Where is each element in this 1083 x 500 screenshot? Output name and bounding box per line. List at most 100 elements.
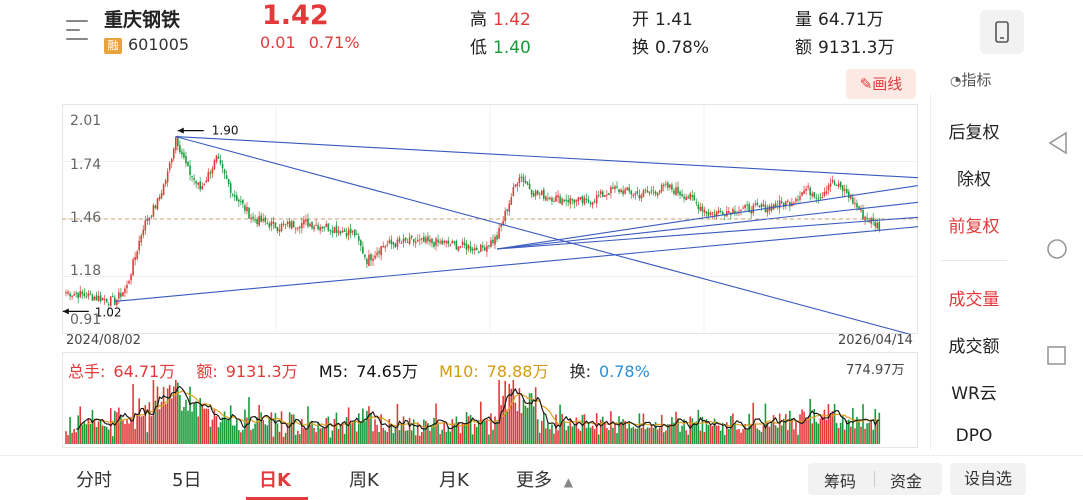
candle-body (380, 246, 382, 256)
volume-bar (848, 419, 850, 444)
volume-bar (242, 429, 244, 444)
candle-body (479, 244, 482, 252)
candle-body (459, 246, 462, 248)
volume-bar (97, 421, 100, 444)
volume-bar (162, 386, 165, 444)
tab-daily-k[interactable]: 日K (259, 470, 291, 491)
fund-flow-button[interactable]: 资金 (890, 472, 923, 491)
side-item-amount[interactable]: 成交额 (948, 337, 1000, 357)
side-item-volume[interactable]: 成交量 (948, 290, 1000, 310)
candle-body (402, 238, 405, 243)
volume-bar (563, 420, 565, 444)
candle-body (191, 175, 193, 178)
volume-bar (632, 426, 635, 444)
vol-turnover-label: 换: (569, 362, 591, 381)
volume-bar (477, 420, 480, 444)
volume-bar (447, 426, 450, 444)
volume-bar (811, 423, 814, 444)
volume-bar (784, 414, 787, 444)
candle-body (89, 293, 92, 295)
volume-bar (140, 416, 143, 444)
volume-bar (703, 431, 706, 444)
volume-bar (425, 420, 427, 444)
volume-bar (711, 425, 714, 444)
candle-body (256, 219, 258, 225)
volume-bar (512, 380, 515, 444)
candle-body (258, 216, 260, 226)
candle-body (862, 209, 864, 219)
high-label: 高 (470, 10, 487, 30)
tab-intraday[interactable]: 分时 (76, 470, 112, 491)
volume-bar (730, 415, 732, 444)
volume-bar (443, 421, 445, 444)
volume-bar (860, 426, 862, 444)
volume-bar (601, 416, 604, 444)
tab-5day[interactable]: 5日 (172, 470, 202, 491)
candle-body (691, 195, 694, 197)
kline-chart[interactable]: 1.90 1.02 (62, 104, 918, 334)
candle-body (805, 188, 807, 191)
volume-bar (650, 425, 653, 444)
chip-distribution-button[interactable]: 筹码 (824, 472, 857, 491)
menu-icon[interactable] (66, 20, 92, 42)
volume-bar (589, 427, 592, 444)
candle-body (744, 204, 746, 208)
tab-weekly-k[interactable]: 周K (349, 470, 379, 491)
candle-body (811, 193, 814, 197)
candle-body (723, 214, 726, 216)
candle-body (597, 194, 600, 196)
volume-bar (719, 430, 722, 444)
volume-bar (132, 384, 134, 444)
candle-body (75, 292, 77, 294)
home-icon[interactable] (1047, 239, 1067, 259)
volume-bar (219, 422, 222, 444)
side-item-post-adjust[interactable]: 后复权 (948, 123, 1000, 143)
volume-bar (296, 430, 299, 444)
volume-bar (856, 416, 858, 444)
volume-bar (418, 435, 421, 444)
high-annotation: 1.90 (212, 124, 239, 138)
volume-bar (616, 433, 618, 444)
candle-body (166, 171, 169, 183)
candle-body (549, 197, 551, 200)
side-item-pre-adjust[interactable]: 前复权 (948, 217, 1000, 237)
volume-bar (687, 434, 689, 444)
recent-apps-icon[interactable] (1047, 346, 1066, 365)
candle-body (711, 212, 714, 214)
volume-bar (345, 417, 348, 444)
draw-line-button[interactable]: ✎画线 (846, 69, 916, 99)
back-icon[interactable] (1048, 131, 1067, 155)
candle-body (368, 254, 370, 266)
candle-body (589, 202, 592, 205)
side-item-dpo[interactable]: DPO (955, 426, 993, 446)
volume-bar (282, 436, 285, 444)
open-label: 开 (632, 10, 649, 30)
side-item-wr[interactable]: WR云 (951, 384, 997, 404)
add-watchlist-button[interactable]: 设自选 (950, 463, 1026, 495)
tab-monthly-k[interactable]: 月K (439, 470, 469, 491)
volume-bar (795, 420, 797, 444)
volume-bar (665, 430, 667, 444)
landscape-toggle-button[interactable] (980, 10, 1024, 54)
side-item-ex-rights[interactable]: 除权 (957, 170, 991, 190)
volume-bar (246, 417, 248, 444)
indicator-button[interactable]: ◔指标 (950, 69, 991, 90)
candle-body (638, 194, 641, 199)
candle-body (502, 220, 504, 225)
volume-bar (453, 423, 456, 444)
volume-bar (673, 422, 675, 444)
volume-bar (254, 423, 256, 444)
volume-bar (353, 420, 356, 444)
candle-body (229, 183, 232, 194)
candle-body (414, 241, 417, 244)
volume-chart[interactable] (62, 352, 918, 448)
volume-bar (199, 398, 201, 444)
tab-more[interactable]: 更多 ▲ (516, 466, 573, 492)
candle-body (85, 296, 88, 298)
volume-bar (368, 406, 370, 444)
volume-bar (817, 423, 820, 444)
candle-body (240, 201, 242, 203)
candle-body (713, 213, 716, 216)
stock-name: 重庆钢铁 (104, 9, 181, 31)
candle-body (384, 246, 387, 248)
